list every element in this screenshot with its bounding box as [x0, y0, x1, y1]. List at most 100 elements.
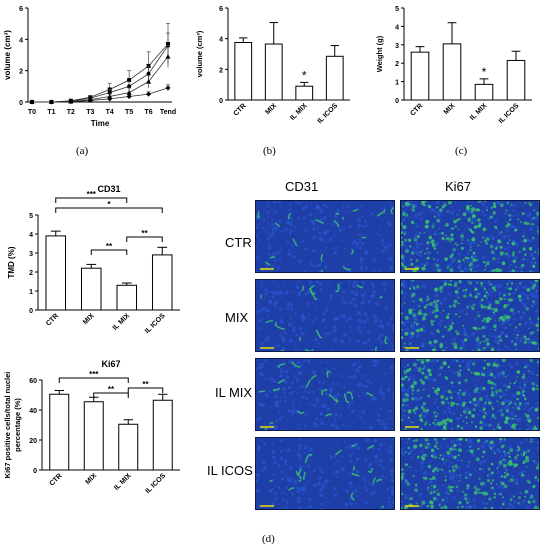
stain-dot	[424, 264, 426, 267]
nucleus-dot	[390, 491, 394, 496]
nucleus-dot	[458, 442, 462, 447]
vessel-stain	[367, 467, 373, 473]
nucleus-dot	[361, 215, 364, 218]
nucleus-dot	[516, 213, 519, 216]
stain-dot	[424, 252, 427, 255]
stain-dot	[431, 225, 435, 229]
nucleus-dot	[378, 234, 381, 237]
nucleus-dot	[372, 314, 377, 318]
stain-dot	[537, 251, 539, 255]
stain-dot	[530, 222, 533, 226]
nucleus-dot	[301, 384, 306, 389]
nucleus-dot	[447, 292, 451, 295]
nucleus-dot	[414, 501, 417, 504]
nucleus-dot	[453, 479, 456, 483]
stain-dot	[538, 201, 539, 203]
nucleus-dot	[279, 335, 282, 338]
stain-dot	[508, 239, 511, 241]
nucleus-dot	[256, 473, 260, 478]
stain-dot	[521, 234, 525, 238]
nucleus-dot	[275, 250, 280, 255]
stain-dot	[446, 417, 450, 421]
stain-dot	[472, 326, 476, 330]
stain-dot	[403, 232, 406, 236]
nucleus-dot	[342, 430, 345, 431]
vessel-stain	[376, 479, 383, 483]
nucleus-dot	[263, 442, 267, 445]
nucleus-dot	[356, 494, 359, 498]
stain-dot	[509, 448, 514, 453]
stain-dot	[449, 326, 453, 330]
nucleus-dot	[286, 448, 291, 453]
x-tick-label: T0	[28, 109, 36, 116]
nucleus-dot	[311, 301, 314, 304]
bar	[45, 235, 67, 311]
nucleus-dot	[316, 227, 319, 230]
y-tick-label: 2	[29, 270, 33, 277]
stain-dot	[499, 203, 504, 208]
stain-dot	[482, 346, 486, 350]
nucleus-dot	[304, 292, 308, 296]
nucleus-dot	[448, 263, 452, 267]
stain-dot	[412, 362, 417, 367]
nucleus-dot	[491, 236, 495, 240]
nucleus-dot	[333, 394, 338, 399]
stain-dot	[462, 409, 467, 414]
nucleus-dot	[481, 501, 486, 505]
nucleus-dot	[430, 331, 434, 336]
nucleus-dot	[349, 337, 352, 339]
nucleus-dot	[535, 315, 539, 318]
nucleus-dot	[345, 445, 349, 450]
nucleus-dot	[502, 234, 507, 239]
nucleus-dot	[452, 370, 457, 375]
stain-dot	[482, 386, 486, 390]
stain-dot	[444, 479, 447, 482]
nucleus-dot	[347, 471, 350, 474]
data-point	[146, 91, 152, 97]
y-tick-label: 1	[29, 289, 33, 296]
nucleus-dot	[474, 383, 478, 387]
stain-dot	[414, 411, 417, 414]
nucleus-dot	[282, 339, 286, 343]
nucleus-dot	[427, 445, 431, 449]
nucleus-dot	[491, 430, 493, 431]
nucleus-dot	[259, 318, 263, 321]
nucleus-dot	[341, 239, 343, 242]
stain-dot	[427, 489, 429, 491]
nucleus-dot	[303, 451, 306, 454]
stain-dot	[482, 416, 486, 419]
stain-dot	[465, 313, 468, 316]
nucleus-dot	[401, 218, 406, 222]
nucleus-dot	[514, 509, 518, 510]
nucleus-dot	[279, 439, 283, 443]
nucleus-dot	[348, 280, 351, 284]
nucleus-dot	[318, 387, 323, 391]
stain-dot	[401, 506, 403, 509]
nucleus-dot	[332, 328, 337, 333]
nucleus-dot	[443, 234, 446, 237]
nucleus-dot	[365, 314, 368, 317]
nucleus-dot	[506, 390, 509, 393]
x-tick-label: IL MIX	[113, 472, 133, 492]
nucleus-dot	[383, 207, 386, 210]
nucleus-dot	[438, 232, 441, 236]
stain-dot	[412, 300, 415, 303]
stain-dot	[479, 426, 483, 430]
nucleus-dot	[389, 458, 394, 463]
nucleus-dot	[509, 411, 514, 415]
nucleus-dot	[373, 397, 377, 401]
nucleus-dot	[364, 219, 368, 223]
stain-dot	[453, 413, 455, 415]
vessel-stain	[361, 236, 367, 239]
stain-dot	[498, 319, 501, 322]
nucleus-dot	[539, 479, 540, 482]
stain-dot	[413, 321, 416, 324]
nucleus-dot	[371, 212, 374, 216]
stain-dot	[494, 328, 497, 331]
stain-dot	[471, 214, 476, 219]
stain-dot	[513, 381, 516, 385]
nucleus-dot	[316, 400, 319, 404]
nucleus-dot	[311, 370, 316, 374]
micrograph-background	[256, 438, 394, 509]
nucleus-dot	[499, 454, 503, 457]
